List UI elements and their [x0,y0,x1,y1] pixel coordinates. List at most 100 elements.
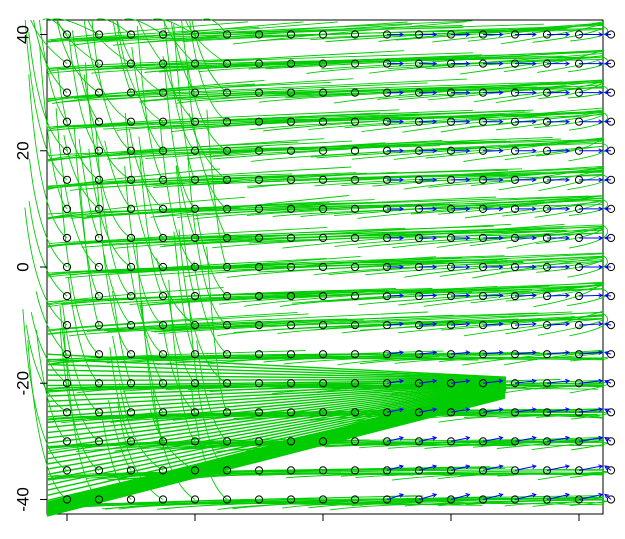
arrow-head [498,32,504,37]
data-point [190,466,200,475]
arrow-head [465,350,471,355]
trajectory-line [569,381,609,394]
trajectory-line [147,110,521,130]
arrow-head [432,177,438,183]
data-point [318,291,328,301]
trajectory-line [534,114,604,129]
arrow-head [598,177,604,183]
arrow-head [603,32,609,37]
trajectory-line [504,145,604,161]
data-point [158,146,168,155]
trajectory-line [173,27,566,42]
arrow-head [598,293,604,298]
trajectory-line [425,137,604,159]
data-point [190,291,200,301]
trajectory-line [154,319,364,333]
data-point [350,321,360,330]
flow-arrow [578,493,603,500]
trajectory-line [263,111,531,132]
arrow-head [565,464,571,469]
trajectory-line [359,357,604,365]
trajectory-line [46,109,400,130]
trajectory-line [46,386,507,470]
trajectory-line [365,259,604,276]
trajectory-line [184,258,504,278]
flow-arrow [482,493,503,500]
data-point [446,437,456,446]
trajectory-line [536,136,604,157]
arrow-head [498,264,504,270]
data-point [190,88,200,97]
data-point [542,437,552,446]
data-point [158,204,168,213]
flow-arrow [604,437,612,442]
data-point [190,379,200,388]
arrow-head [598,435,604,441]
arrow-head [603,148,609,154]
trajectory-line [473,86,604,103]
trajectory-line [112,21,408,46]
arrow-head [498,492,504,498]
trajectory-line [150,195,349,218]
data-point [94,262,104,272]
trajectory-line [46,386,507,465]
data-point [126,291,136,301]
flow-arrow [546,294,570,297]
trajectory-line [570,357,609,362]
data-point [94,291,104,301]
arrow-head [465,177,471,183]
arrow-head [598,321,604,327]
trajectory-line [125,223,512,245]
data-point [222,146,232,155]
flow-arrow [450,493,470,500]
arrow-head [565,264,571,270]
trajectory-line [46,471,342,480]
trajectory-line [398,284,604,306]
data-point [94,466,104,475]
trajectory-line [138,136,164,239]
trajectory-line [46,383,507,429]
trajectory-line [46,387,507,481]
data-point [286,175,296,184]
data-point [318,321,328,330]
trajectory-line [46,381,507,413]
flow-arrow [482,465,503,471]
flow-arrow [450,380,470,384]
trajectory-line [22,309,68,471]
arrow-head [565,148,571,154]
arrow-head [432,119,438,125]
arrow-head [532,148,537,154]
trajectory-line [95,18,132,35]
data-point [414,495,424,504]
data-point [62,117,72,126]
trajectory-line [377,86,604,100]
trajectory-line [46,79,265,102]
trajectory-line [163,60,196,210]
data-point [94,204,104,213]
trajectory-line [460,472,604,477]
trajectory-line [87,312,539,332]
trajectory-line [141,23,413,44]
flow-arrow [546,380,570,384]
data-point [190,321,200,330]
data-point [414,408,424,417]
data-point [478,437,488,446]
trajectory-line [46,385,507,455]
arrow-head [532,119,537,125]
data-point [158,175,168,184]
arrow-head [603,264,609,270]
data-point [254,291,264,301]
arrow-head [432,350,438,355]
trajectory-line [46,350,306,361]
trajectory-line [88,148,132,268]
data-point [318,437,328,446]
arrow-head [465,293,471,298]
data-point [94,408,104,417]
trajectory-line [570,412,609,420]
data-point [190,117,200,126]
data-point [190,262,200,272]
trajectory-line [232,21,467,45]
data-point [478,408,488,417]
flow-arrow [578,465,603,471]
arrow-head [399,90,405,96]
